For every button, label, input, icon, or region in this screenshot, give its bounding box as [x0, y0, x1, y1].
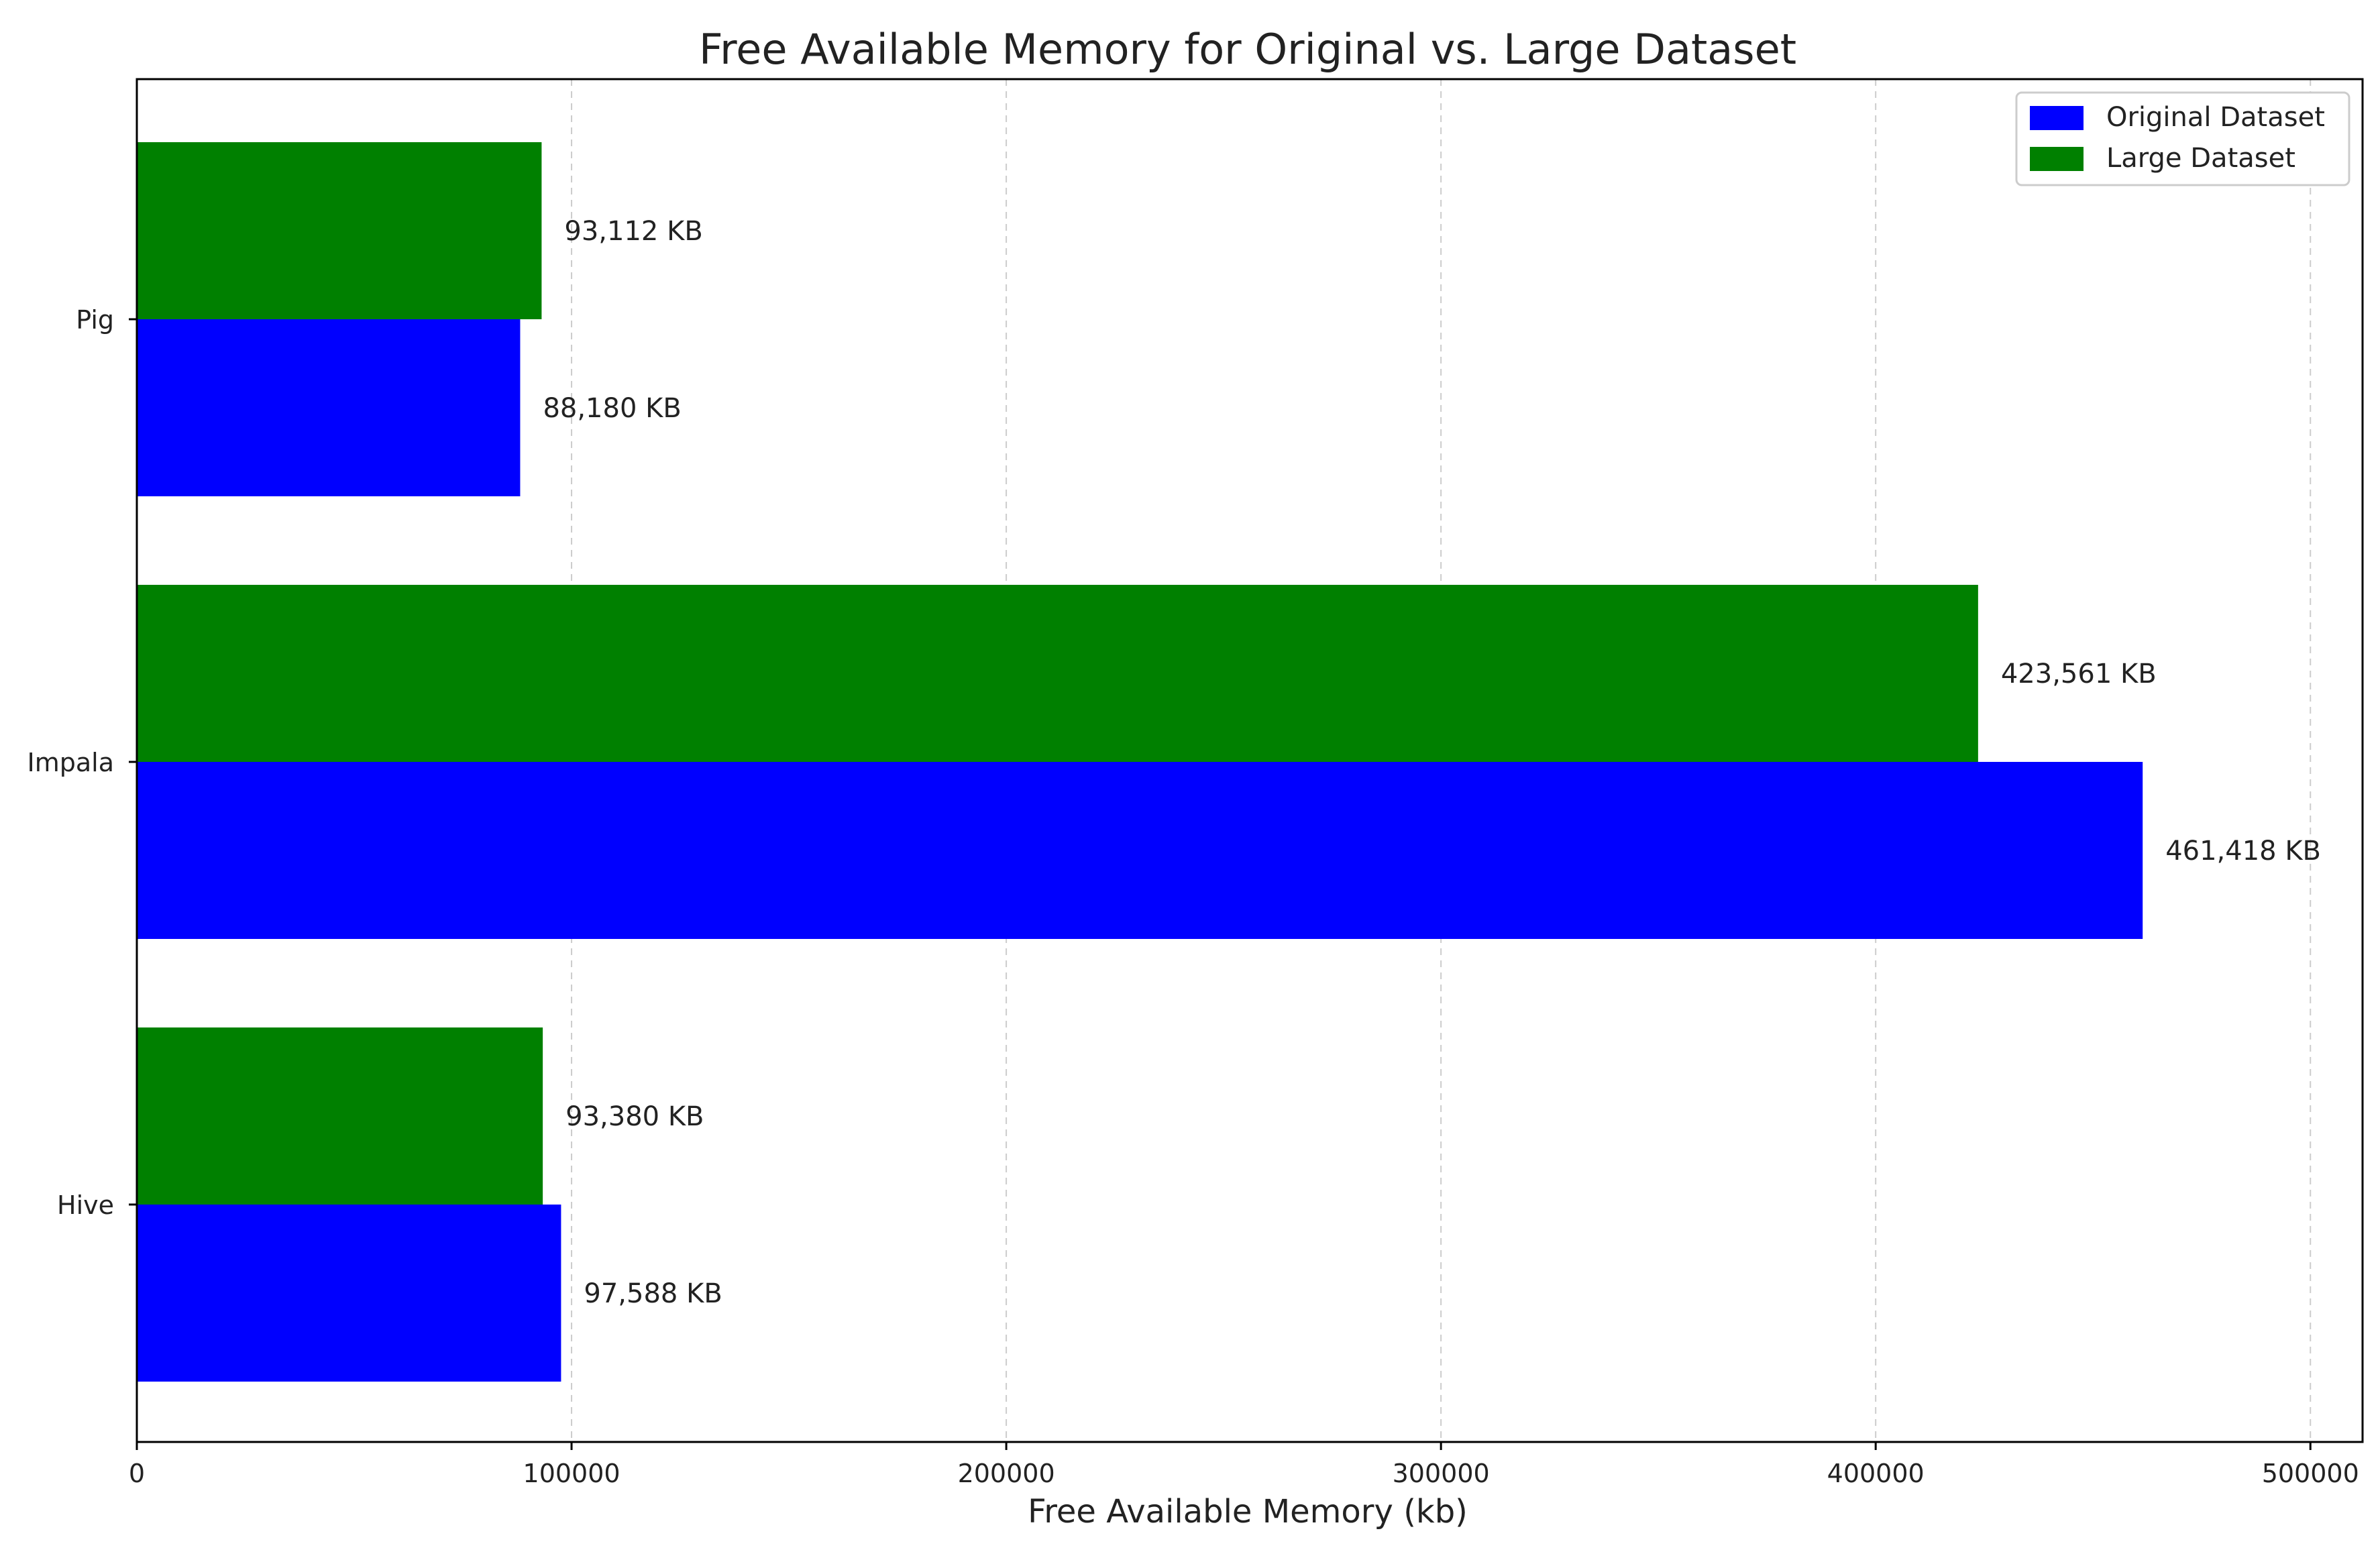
bar-pig-large	[137, 142, 542, 319]
value-label-hive-original: 97,588 KB	[584, 1278, 722, 1309]
x-tick-label: 300000	[1393, 1459, 1490, 1488]
legend-box	[2015, 91, 2350, 186]
bar-hive-large	[137, 1027, 543, 1205]
bar-pig-original	[137, 319, 521, 496]
x-axis-label: Free Available Memory (kb)	[1028, 1493, 1468, 1530]
value-label-impala-original: 461,418 KB	[2165, 836, 2321, 867]
x-tick-label: 400000	[1827, 1459, 1925, 1488]
legend-label-original: Original Dataset	[2106, 102, 2325, 133]
value-label-pig-large: 93,112 KB	[564, 216, 702, 247]
legend-swatch-original	[2030, 106, 2084, 130]
value-label-pig-original: 88,180 KB	[543, 393, 681, 424]
bars-layer	[137, 142, 2143, 1382]
y-tick-label-impala: Impala	[28, 748, 114, 777]
bar-impala-original	[137, 762, 2143, 939]
value-label-impala-large: 423,561 KB	[2001, 659, 2157, 689]
plot-frame	[136, 78, 2364, 1443]
bar-impala-large	[137, 585, 1978, 762]
value-label-hive-large: 93,380 KB	[565, 1101, 704, 1132]
y-tick-label-pig: Pig	[76, 305, 114, 335]
y-tick-label-hive: Hive	[57, 1190, 114, 1220]
legend-label-large: Large Dataset	[2106, 143, 2295, 174]
axis-layer: 0 100000 200000 300000 400000 500000 Hive Impal…	[28, 305, 2359, 1488]
legend: Original Dataset Large Dataset	[2015, 91, 2350, 186]
bar-hive-original	[137, 1205, 561, 1382]
x-tick-label: 200000	[958, 1459, 1055, 1488]
x-tick-label: 500000	[2262, 1459, 2359, 1488]
x-tick-label: 100000	[523, 1459, 620, 1488]
x-tick-label: 0	[129, 1459, 145, 1488]
value-labels-layer: 97,588 KB 93,380 KB 461,418 KB 423,561 KB 88…	[543, 216, 2321, 1309]
legend-swatch-large	[2030, 147, 2084, 171]
chart-title: Free Available Memory for Original vs. L…	[699, 25, 1796, 74]
